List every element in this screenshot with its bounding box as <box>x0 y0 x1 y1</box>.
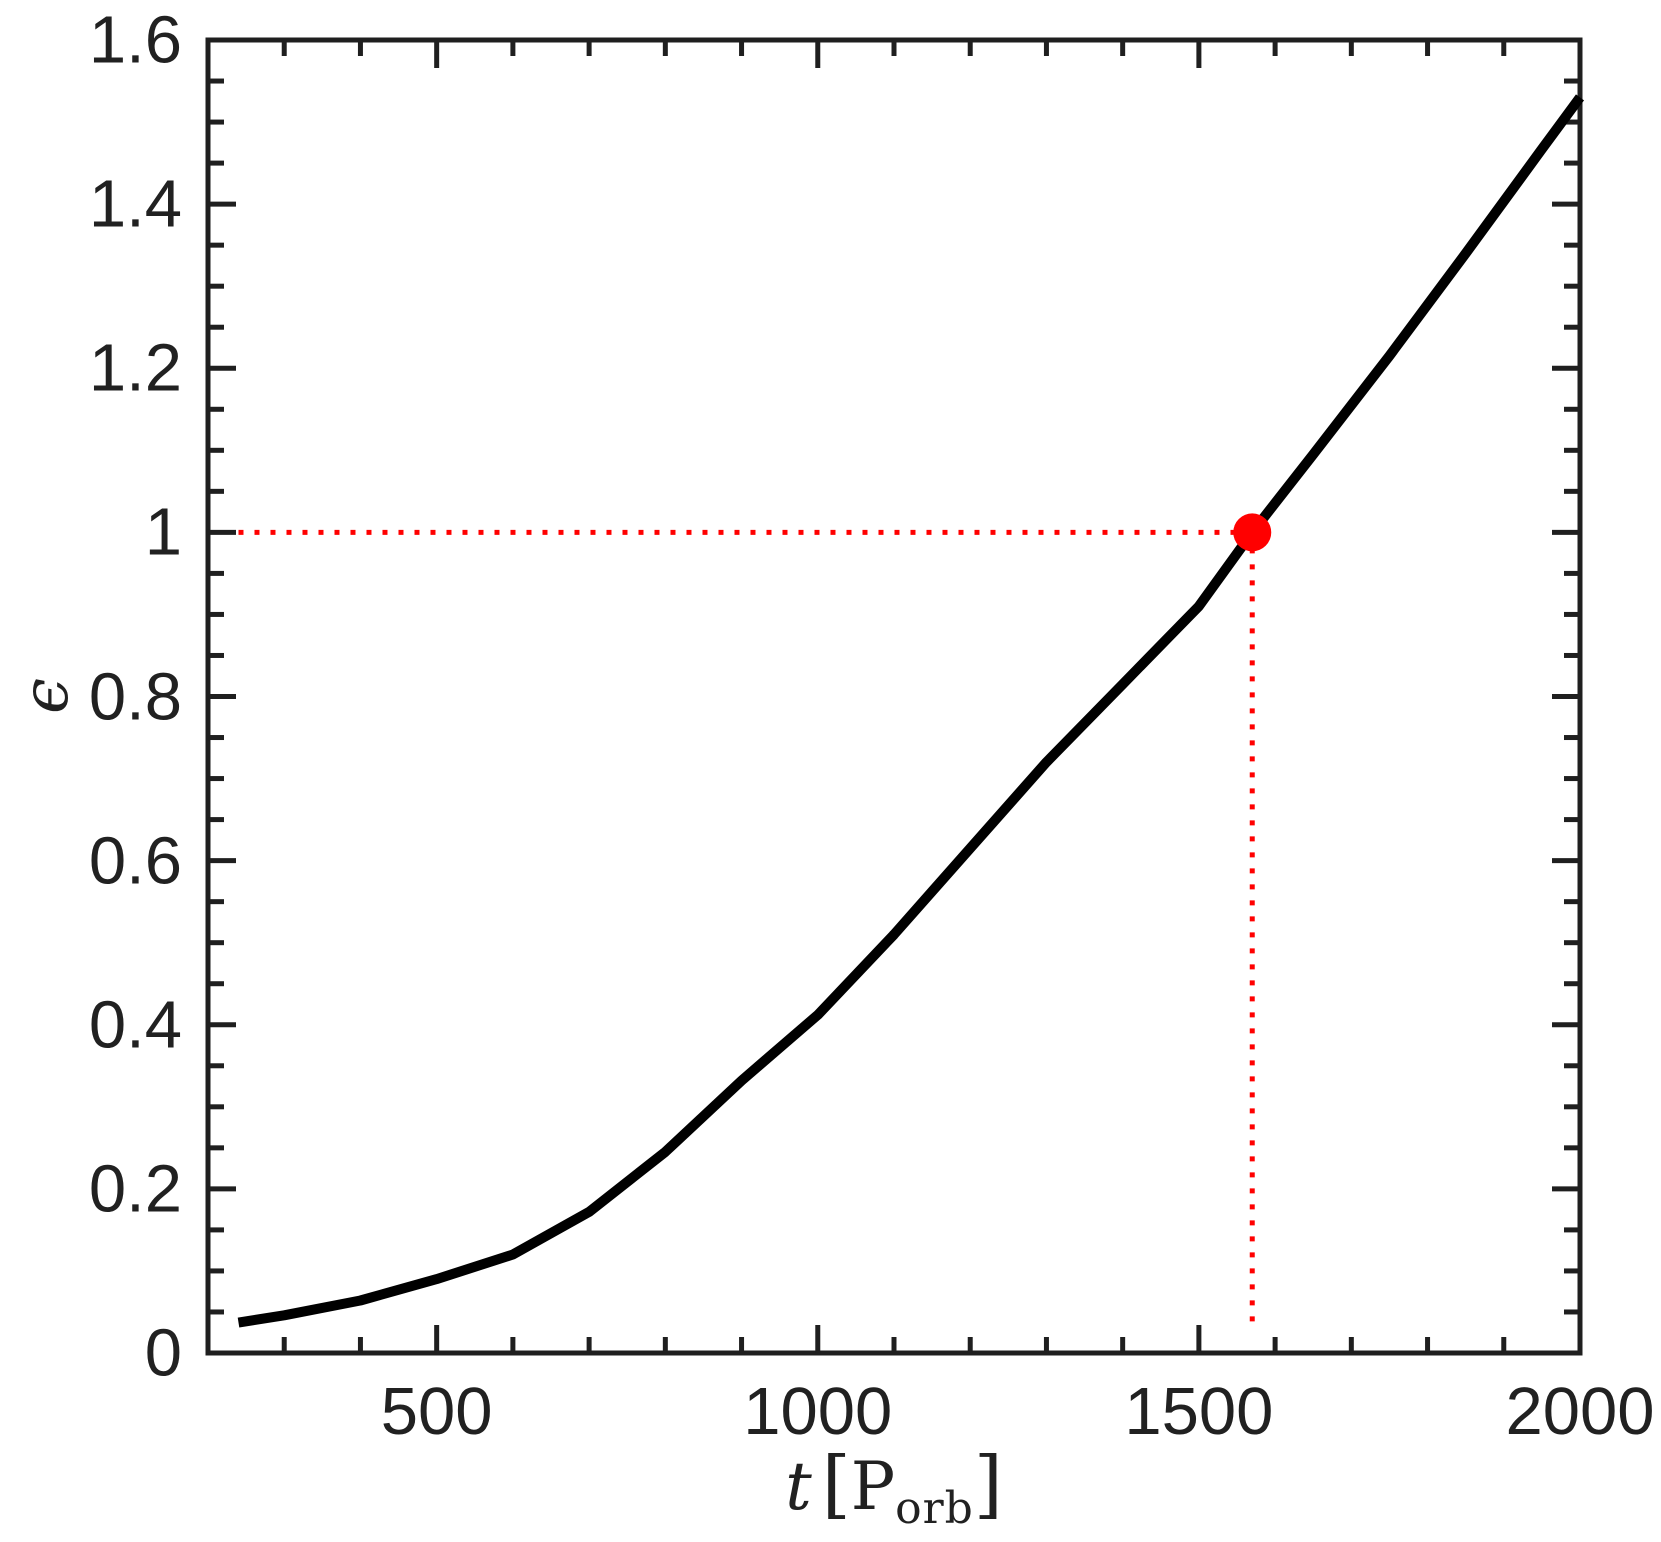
x-tick-label: 1000 <box>743 1374 893 1449</box>
axis-ticks <box>208 37 1583 1356</box>
x-axis-label-open-bracket: [ <box>821 1441 851 1527</box>
x-axis-label-unit-subscript: orb <box>895 1483 974 1534</box>
y-tick-label: 1.4 <box>88 166 182 242</box>
y-tick-label: 1 <box>144 494 182 570</box>
x-axis-label-variable: t <box>785 1448 812 1525</box>
y-axis-label: ϵ <box>9 678 83 714</box>
x-axis-label-unit: P <box>850 1448 896 1525</box>
x-tick-label: 2000 <box>1505 1374 1655 1449</box>
x-axis-label: t [Porb] <box>694 1442 1094 1542</box>
x-tick-label: 500 <box>380 1374 493 1449</box>
y-tick-label: 0.8 <box>88 659 182 734</box>
y-tick-label: 0.2 <box>88 1151 182 1227</box>
y-tick-label: 1.2 <box>88 330 182 406</box>
y-tick-label: 1.6 <box>88 2 182 78</box>
y-tick-label: 0.4 <box>88 987 182 1063</box>
y-tick-label: 0.6 <box>88 823 182 899</box>
axes-frame <box>205 37 1583 1356</box>
crossing-marker-dot <box>1233 513 1272 552</box>
y-tick-label: 0 <box>144 1315 182 1391</box>
x-tick-label: 1500 <box>1124 1374 1274 1449</box>
x-axis-label-close-bracket: ] <box>973 1441 1003 1527</box>
epsilon-curve <box>237 94 1585 1328</box>
